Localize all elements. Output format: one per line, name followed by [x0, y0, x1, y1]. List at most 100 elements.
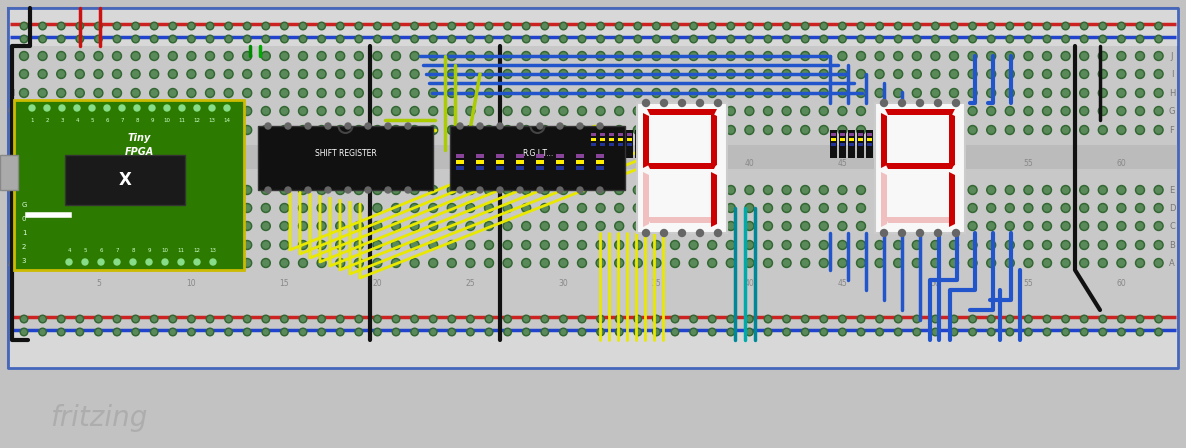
Circle shape: [244, 108, 250, 114]
Circle shape: [652, 328, 661, 336]
Bar: [857, 130, 863, 158]
Circle shape: [709, 242, 715, 248]
Circle shape: [1045, 330, 1050, 334]
Text: 15: 15: [280, 279, 289, 288]
Polygon shape: [648, 163, 718, 169]
Circle shape: [336, 241, 345, 250]
Circle shape: [968, 52, 977, 60]
Circle shape: [689, 89, 699, 98]
Circle shape: [1154, 52, 1163, 60]
Circle shape: [1063, 53, 1069, 59]
Circle shape: [561, 71, 567, 77]
Bar: [636, 138, 640, 141]
Circle shape: [113, 125, 121, 134]
Circle shape: [504, 205, 511, 211]
Circle shape: [523, 242, 529, 248]
Circle shape: [132, 89, 140, 98]
Circle shape: [672, 330, 677, 334]
Circle shape: [393, 22, 400, 30]
Circle shape: [504, 187, 511, 193]
Text: 40: 40: [745, 279, 754, 288]
Text: 30: 30: [559, 279, 568, 288]
Text: Tiny: Tiny: [127, 133, 151, 143]
Circle shape: [696, 99, 703, 107]
Circle shape: [523, 260, 529, 266]
Circle shape: [932, 187, 938, 193]
Circle shape: [76, 328, 83, 336]
Circle shape: [132, 52, 140, 60]
Circle shape: [559, 258, 568, 267]
Circle shape: [894, 125, 903, 134]
Circle shape: [951, 127, 957, 133]
Circle shape: [179, 105, 185, 111]
Circle shape: [1154, 258, 1163, 267]
Bar: [536, 172, 544, 176]
Bar: [885, 138, 890, 141]
Circle shape: [614, 241, 624, 250]
Circle shape: [1026, 24, 1031, 28]
Circle shape: [151, 223, 158, 229]
Circle shape: [840, 187, 846, 193]
Circle shape: [895, 260, 901, 266]
Circle shape: [171, 37, 176, 41]
Circle shape: [205, 221, 215, 231]
Circle shape: [187, 315, 196, 323]
Circle shape: [857, 315, 865, 323]
Circle shape: [385, 123, 391, 129]
Circle shape: [987, 258, 996, 267]
Circle shape: [1026, 53, 1032, 59]
Circle shape: [189, 187, 195, 193]
Bar: [866, 130, 873, 158]
Circle shape: [375, 242, 381, 248]
Circle shape: [466, 241, 474, 250]
Circle shape: [431, 242, 436, 248]
Circle shape: [355, 35, 363, 43]
Circle shape: [950, 241, 958, 250]
Circle shape: [503, 125, 512, 134]
Circle shape: [151, 35, 158, 43]
Circle shape: [782, 52, 791, 60]
Circle shape: [76, 35, 83, 43]
Bar: [496, 166, 504, 170]
Circle shape: [840, 223, 846, 229]
Circle shape: [98, 259, 104, 265]
Circle shape: [542, 108, 548, 114]
Circle shape: [281, 223, 287, 229]
Circle shape: [468, 24, 473, 28]
Circle shape: [542, 223, 548, 229]
Circle shape: [162, 259, 168, 265]
Bar: [556, 154, 565, 158]
Bar: [831, 138, 836, 141]
Circle shape: [149, 107, 159, 116]
Circle shape: [412, 108, 417, 114]
Circle shape: [765, 71, 771, 77]
Circle shape: [988, 35, 995, 43]
Circle shape: [151, 127, 158, 133]
Circle shape: [77, 90, 83, 96]
Circle shape: [208, 90, 213, 96]
Bar: [476, 172, 484, 176]
Circle shape: [969, 35, 976, 43]
Circle shape: [859, 37, 863, 41]
Circle shape: [746, 22, 753, 30]
Circle shape: [208, 317, 212, 321]
Circle shape: [913, 260, 920, 266]
Circle shape: [1007, 242, 1013, 248]
Circle shape: [950, 52, 958, 60]
Circle shape: [614, 89, 624, 98]
Circle shape: [1155, 53, 1161, 59]
Circle shape: [224, 69, 234, 78]
Circle shape: [1120, 330, 1123, 334]
Circle shape: [466, 125, 474, 134]
Circle shape: [522, 258, 530, 267]
Circle shape: [504, 315, 511, 323]
Circle shape: [782, 185, 791, 194]
Circle shape: [597, 315, 605, 323]
Text: 60: 60: [1116, 159, 1127, 168]
Circle shape: [95, 127, 101, 133]
Circle shape: [708, 185, 716, 194]
Circle shape: [449, 330, 454, 334]
Circle shape: [931, 125, 939, 134]
Circle shape: [428, 125, 438, 134]
Bar: [645, 143, 650, 146]
